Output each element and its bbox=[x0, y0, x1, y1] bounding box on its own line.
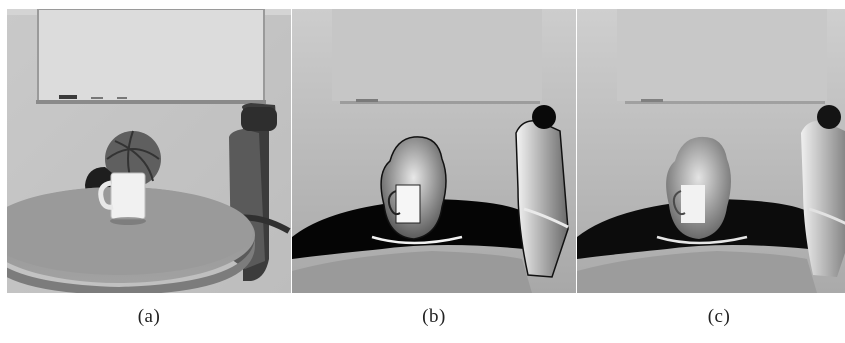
depth-map-panel-b bbox=[292, 9, 576, 293]
whiteboard-tray bbox=[36, 100, 266, 104]
caption-c: (c) bbox=[707, 306, 731, 327]
whiteboard bbox=[37, 9, 265, 103]
caption-a: (a) bbox=[137, 306, 161, 327]
depth-chair bbox=[515, 120, 569, 278]
caption-b: (b) bbox=[422, 306, 446, 327]
photo-panel-a bbox=[7, 9, 291, 293]
mug bbox=[110, 172, 146, 220]
depth-chair bbox=[801, 120, 845, 277]
depth-map-panel-c bbox=[577, 9, 845, 293]
